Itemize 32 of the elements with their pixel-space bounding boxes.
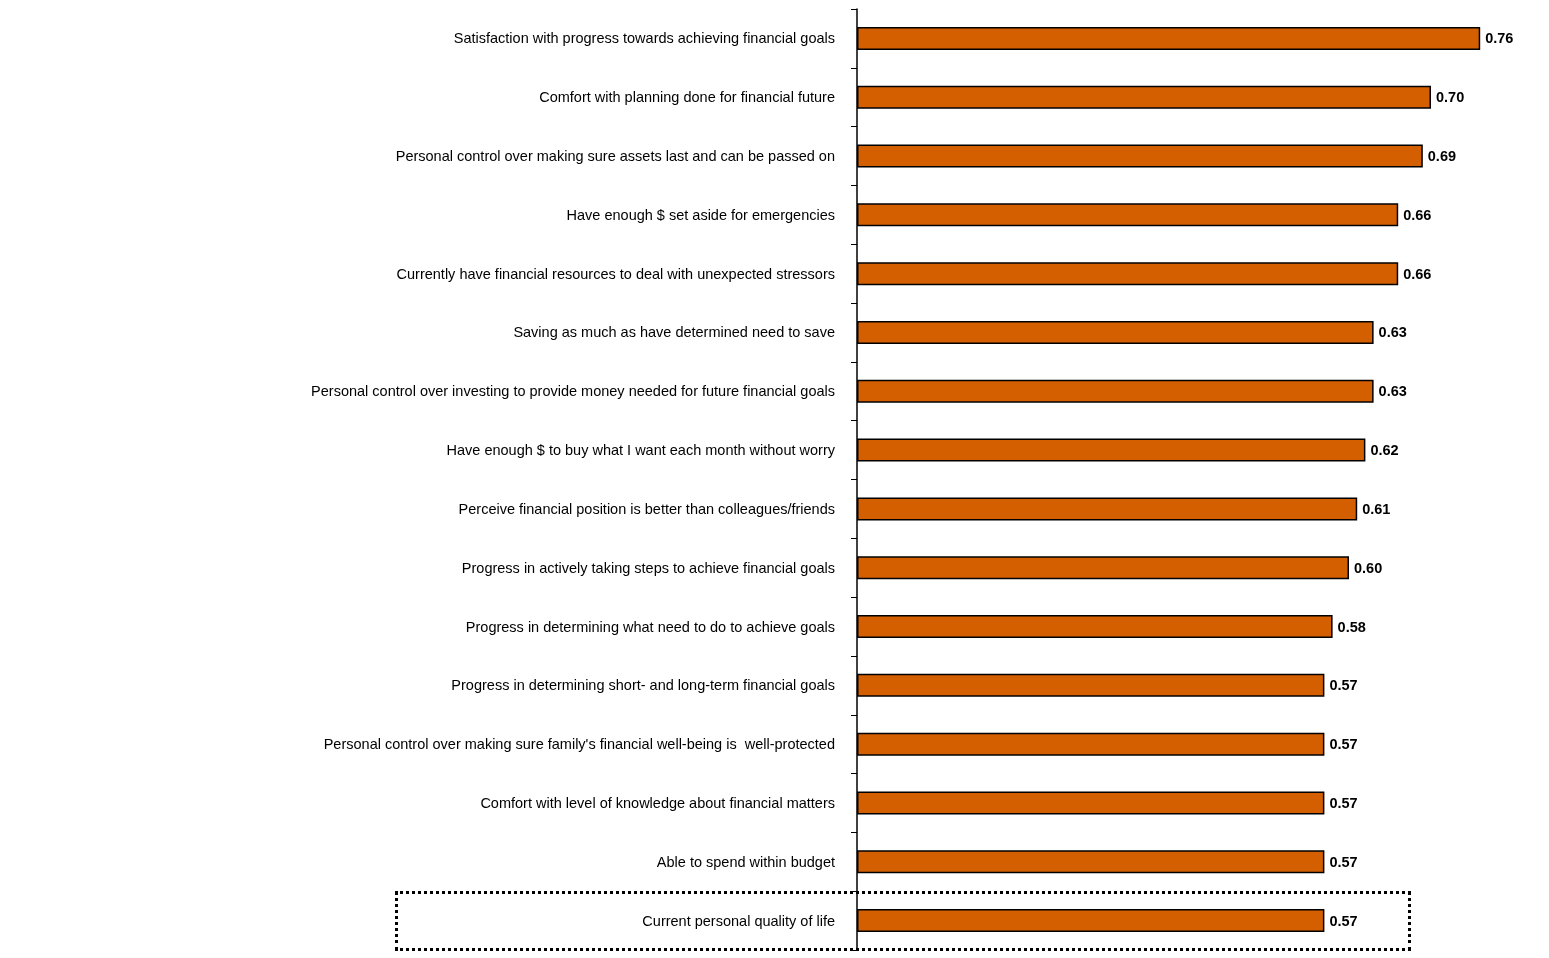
data-label: 0.66	[1403, 206, 1432, 223]
data-label: 0.63	[1378, 324, 1407, 341]
data-label: 0.63	[1378, 383, 1407, 400]
data-label: 0.57	[1329, 912, 1358, 929]
y-tick-label: Satisfaction with progress towards achieving financial goals	[453, 30, 835, 47]
y-tick-label: Currently have financial resources to deal with unexpected stressors	[396, 265, 835, 282]
y-tick-label: Progress in determining what need to do to achieve goals	[465, 618, 835, 635]
y-tick-label: Have enough $ set aside for emergencies	[566, 206, 835, 223]
y-tick-label: Current personal quality of life	[642, 912, 835, 929]
data-label: 0.57	[1329, 794, 1358, 811]
y-tick-label: Able to spend within budget	[656, 853, 835, 870]
y-tick-label: Personal control over making sure assets last and can be passed on	[395, 148, 835, 165]
y-tick-label: Personal control over making sure family's financial well-being is well-protected	[323, 736, 835, 753]
data-label: 0.76	[1485, 30, 1514, 47]
y-tick-label: Comfort with level of knowledge about financial matters	[480, 794, 835, 811]
data-label: 0.66	[1403, 265, 1432, 282]
data-label: 0.70	[1436, 89, 1465, 106]
y-tick-label: Progress in determining short- and long-term financial goals	[451, 677, 835, 694]
y-tick-label: Comfort with planning done for financial future	[539, 89, 835, 106]
data-label: 0.62	[1370, 442, 1399, 459]
data-label: 0.57	[1329, 853, 1358, 870]
y-tick-label: Progress in actively taking steps to achieve financial goals	[461, 559, 835, 576]
y-tick-label: Perceive financial position is better than colleagues/friends	[458, 500, 835, 517]
data-label: 0.69	[1427, 148, 1457, 165]
data-label: 0.60	[1354, 559, 1383, 576]
data-label: 0.58	[1337, 618, 1366, 635]
y-tick-label: Personal control over investing to provide money needed for future financial goals	[311, 383, 835, 400]
data-label: 0.57	[1329, 677, 1358, 694]
data-label: 0.61	[1362, 500, 1391, 517]
y-tick-label: Have enough $ to buy what I want each month without worry	[446, 442, 836, 459]
y-tick-label: Saving as much as have determined need to save	[513, 324, 835, 341]
data-label: 0.57	[1329, 736, 1358, 753]
